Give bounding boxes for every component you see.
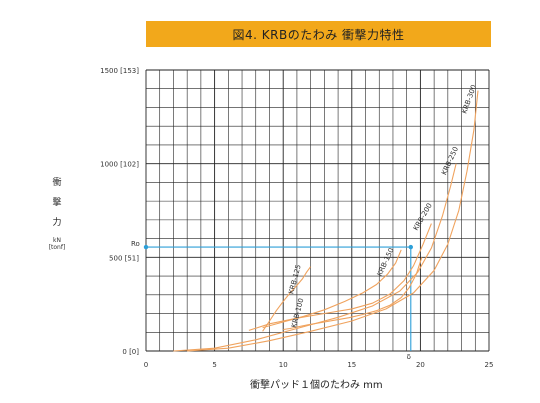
series-line-krb-125 bbox=[262, 266, 312, 332]
series-line-krb-100 bbox=[283, 257, 423, 331]
series-label-krb-150: KRB-150 bbox=[376, 247, 396, 278]
y-axis-unit-kn: kN bbox=[53, 237, 61, 244]
axis-tick-labels: 0 5 10 15 20 25 0 [0] 500 [51] 1000 [102] 1500 [1… bbox=[100, 67, 493, 369]
series-line-krb-250 bbox=[173, 163, 457, 352]
series-line-krb-300 bbox=[187, 90, 479, 352]
x-tick-label: 0 bbox=[144, 361, 148, 369]
y-tick-label: 1500 [153] bbox=[100, 67, 139, 75]
series-labels: KRB-100KRB-125KRB-150KRB-200KRB-250KRB-3… bbox=[287, 84, 478, 329]
series-line-krb-200 bbox=[248, 223, 432, 331]
x-tick-label: 15 bbox=[347, 361, 356, 369]
ro-marker bbox=[143, 244, 149, 250]
x-axis-label: 衝撃パッド１個のたわみ mm bbox=[250, 380, 383, 391]
y-axis-label-line-2: 撃 bbox=[52, 198, 62, 208]
y-axis-label: 衝 撃 力 kN [tonf] bbox=[45, 175, 69, 251]
x-tick-label: 20 bbox=[416, 361, 425, 369]
ro-label: Ro bbox=[131, 240, 140, 248]
intersection-marker bbox=[408, 244, 413, 250]
y-axis-label-line-1: 衝 bbox=[52, 178, 62, 188]
x-tick-label: 10 bbox=[279, 361, 288, 369]
series-curves bbox=[173, 90, 479, 352]
chart-title: 図4. KRBのたわみ 衝撃力特性 bbox=[146, 21, 491, 47]
grid-lines bbox=[145, 69, 490, 352]
series-label-krb-125: KRB-125 bbox=[287, 264, 303, 295]
y-tick-label: 1000 [102] bbox=[100, 161, 139, 169]
series-label-krb-250: KRB-250 bbox=[440, 146, 460, 177]
ro-guide-lines: Ro δ bbox=[131, 240, 413, 361]
y-axis-unit-tonf: [tonf] bbox=[48, 244, 66, 251]
x-tick-label: 5 bbox=[212, 361, 216, 369]
series-label-krb-100: KRB-100 bbox=[290, 297, 306, 328]
y-axis-label-line-3: 力 bbox=[52, 218, 62, 228]
series-label-krb-200: KRB-200 bbox=[412, 202, 434, 232]
y-tick-label: 0 [0] bbox=[122, 348, 139, 356]
x-tick-label: 25 bbox=[485, 361, 494, 369]
y-tick-label: 500 [51] bbox=[109, 254, 139, 262]
delta-label: δ bbox=[407, 353, 411, 361]
